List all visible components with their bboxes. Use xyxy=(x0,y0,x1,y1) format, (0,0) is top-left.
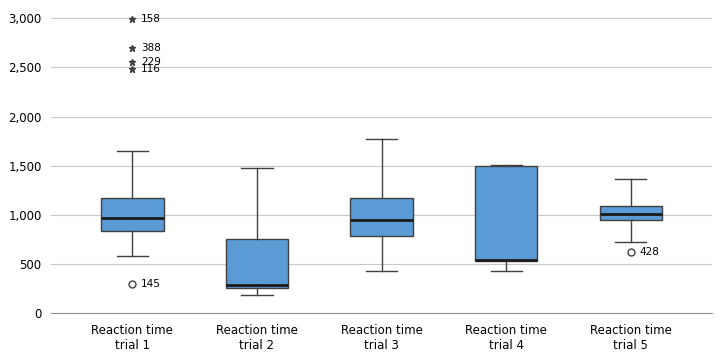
PathPatch shape xyxy=(600,206,662,220)
PathPatch shape xyxy=(226,239,288,288)
PathPatch shape xyxy=(102,198,163,231)
Text: 116: 116 xyxy=(141,64,161,74)
Text: 158: 158 xyxy=(141,14,161,24)
Text: 145: 145 xyxy=(141,279,161,289)
PathPatch shape xyxy=(351,198,413,235)
Text: 229: 229 xyxy=(141,57,161,67)
PathPatch shape xyxy=(475,166,537,261)
Text: 388: 388 xyxy=(141,43,161,53)
Text: 428: 428 xyxy=(639,247,660,257)
